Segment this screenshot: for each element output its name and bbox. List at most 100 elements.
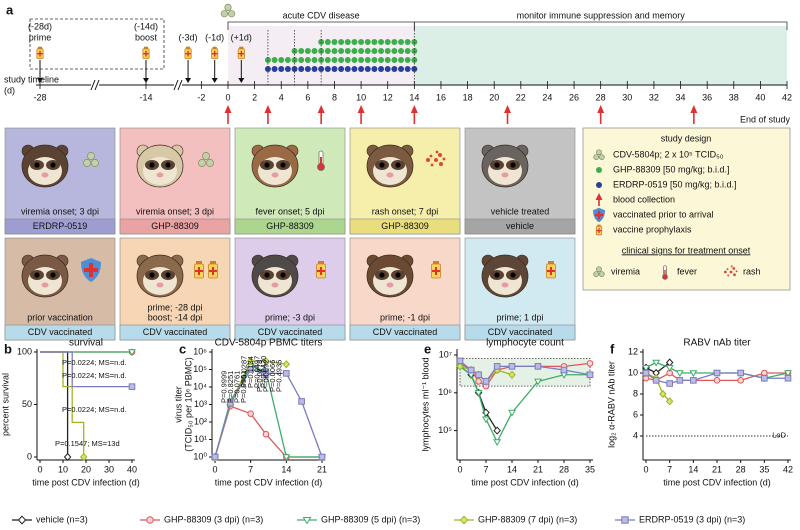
- vial-cap: [597, 224, 601, 227]
- treatment-dot: [384, 57, 391, 63]
- study-design-item: CDV-5804p; 2 x 10⁵ TCID₅₀: [613, 149, 724, 159]
- x-tick-label: 0: [457, 464, 462, 474]
- rash-dot: [729, 270, 733, 274]
- ferret-eye: [34, 272, 40, 278]
- treatment-dot: [351, 66, 358, 72]
- axis-break: [174, 80, 182, 90]
- y-tick-label: 8: [633, 388, 638, 398]
- treatment-dot: [298, 48, 305, 54]
- timeline-tick-label: 8: [332, 92, 337, 102]
- ferret-eye: [510, 272, 516, 278]
- x-tick-label: 7: [248, 464, 253, 474]
- treatment-dot: [338, 48, 345, 54]
- vial-cap: [196, 261, 202, 264]
- marker: [534, 378, 542, 386]
- y-tick-label: 10¹: [194, 434, 207, 444]
- card-caption: prime; 1 dpi: [496, 312, 543, 322]
- treatment-dot: [378, 66, 385, 72]
- x-tick-label: 20: [81, 464, 91, 474]
- virus-icon: [596, 266, 602, 273]
- ferret-nose: [271, 172, 279, 178]
- prime-boost-box: [29, 18, 165, 70]
- y-tick-label: 12: [628, 346, 638, 356]
- marker: [534, 363, 542, 370]
- marker: [665, 397, 674, 406]
- marker: [17, 515, 27, 525]
- marker: [467, 366, 475, 374]
- virus-icon: [206, 159, 214, 167]
- treatment-dot: [358, 66, 365, 72]
- end-label: End of study: [740, 114, 791, 124]
- marker: [63, 452, 72, 462]
- timeline-tick-label: 6: [305, 92, 310, 102]
- marker: [493, 426, 501, 435]
- p-value: P=0.0497: [253, 356, 262, 388]
- treatment-dot: [344, 48, 351, 54]
- marker: [459, 515, 469, 525]
- event-label: (-1d): [205, 32, 224, 42]
- x-tick-label: 7: [667, 464, 672, 474]
- card-group: CDV vaccinated: [143, 327, 208, 337]
- treatment-dot: [271, 57, 278, 63]
- card-group: GHP-88309: [381, 221, 429, 231]
- clinical-sign: fever: [677, 266, 697, 276]
- marker: [508, 370, 516, 379]
- phase-bracket: [413, 21, 788, 30]
- marker: [586, 371, 594, 379]
- chart-title: RABV nAb titer: [683, 338, 751, 349]
- card-group: GHP-88309: [151, 221, 199, 231]
- annotation: P=0.0224; MS=n.d.: [62, 405, 127, 414]
- marker: [508, 409, 516, 417]
- x-tick-label: 7: [483, 464, 488, 474]
- y-tick-label: 10³: [194, 399, 207, 409]
- axis-break-mark: [177, 79, 183, 91]
- ferret-eye: [50, 162, 56, 168]
- vial-cross: [317, 267, 325, 275]
- marker: [560, 366, 568, 374]
- panel-label: a: [6, 2, 14, 17]
- x-tick-label: 0: [212, 464, 217, 474]
- timeline-tick-label: 22: [516, 92, 526, 102]
- vial-cross: [432, 267, 440, 275]
- treatment-dot: [358, 57, 365, 63]
- y-axis-label: percent survival: [0, 373, 10, 436]
- treatment-dot: [384, 66, 391, 72]
- x-tick-label: 0: [643, 464, 648, 474]
- rash-dot: [439, 162, 443, 166]
- x-tick-label: 30: [104, 464, 114, 474]
- study-design-item: vaccine prophylaxis: [613, 224, 692, 234]
- treatment-dot: [364, 57, 371, 63]
- ferret-eye: [165, 272, 171, 278]
- y-axis-label: lymphocytes ml⁻¹ blood: [420, 357, 430, 451]
- timeline-label: (d): [4, 85, 15, 95]
- y-tick-label: 50: [22, 399, 32, 409]
- card-group: CDV vaccinated: [28, 327, 93, 337]
- event-label: (+1d): [231, 32, 252, 42]
- marker: [128, 383, 136, 390]
- rash-dot: [438, 153, 442, 157]
- marker: [676, 377, 684, 384]
- thermometer-bulb: [317, 163, 325, 171]
- treatment-dot: [371, 39, 378, 45]
- marker: [282, 454, 291, 462]
- y-tick-label: 10⁶: [193, 346, 207, 356]
- marker: [675, 370, 684, 378]
- card-caption: viremia onset; 3 dpi: [136, 206, 214, 216]
- series-line: [645, 372, 671, 402]
- y-tick-label: 6: [633, 409, 638, 419]
- ferret-eye: [379, 162, 385, 168]
- ferret-nose: [41, 172, 49, 178]
- timeline-tick-label: 0: [225, 92, 230, 102]
- card-strip: [4, 218, 116, 235]
- timeline-tick-label: 38: [729, 92, 739, 102]
- marker: [642, 369, 650, 377]
- legend-label: ERDRP-0519 (3 dpi) (n=3): [639, 514, 745, 524]
- card-strip: [464, 324, 576, 341]
- p-value: P=0.9951: [239, 371, 248, 403]
- p-value: P=0.9999: [219, 371, 228, 403]
- x-axis-label: time post CDV infection (d): [471, 477, 579, 487]
- virus-icon: [598, 271, 605, 277]
- axis-break-mark: [173, 79, 179, 91]
- ferret-nose: [386, 282, 394, 288]
- vial-cross: [209, 267, 217, 275]
